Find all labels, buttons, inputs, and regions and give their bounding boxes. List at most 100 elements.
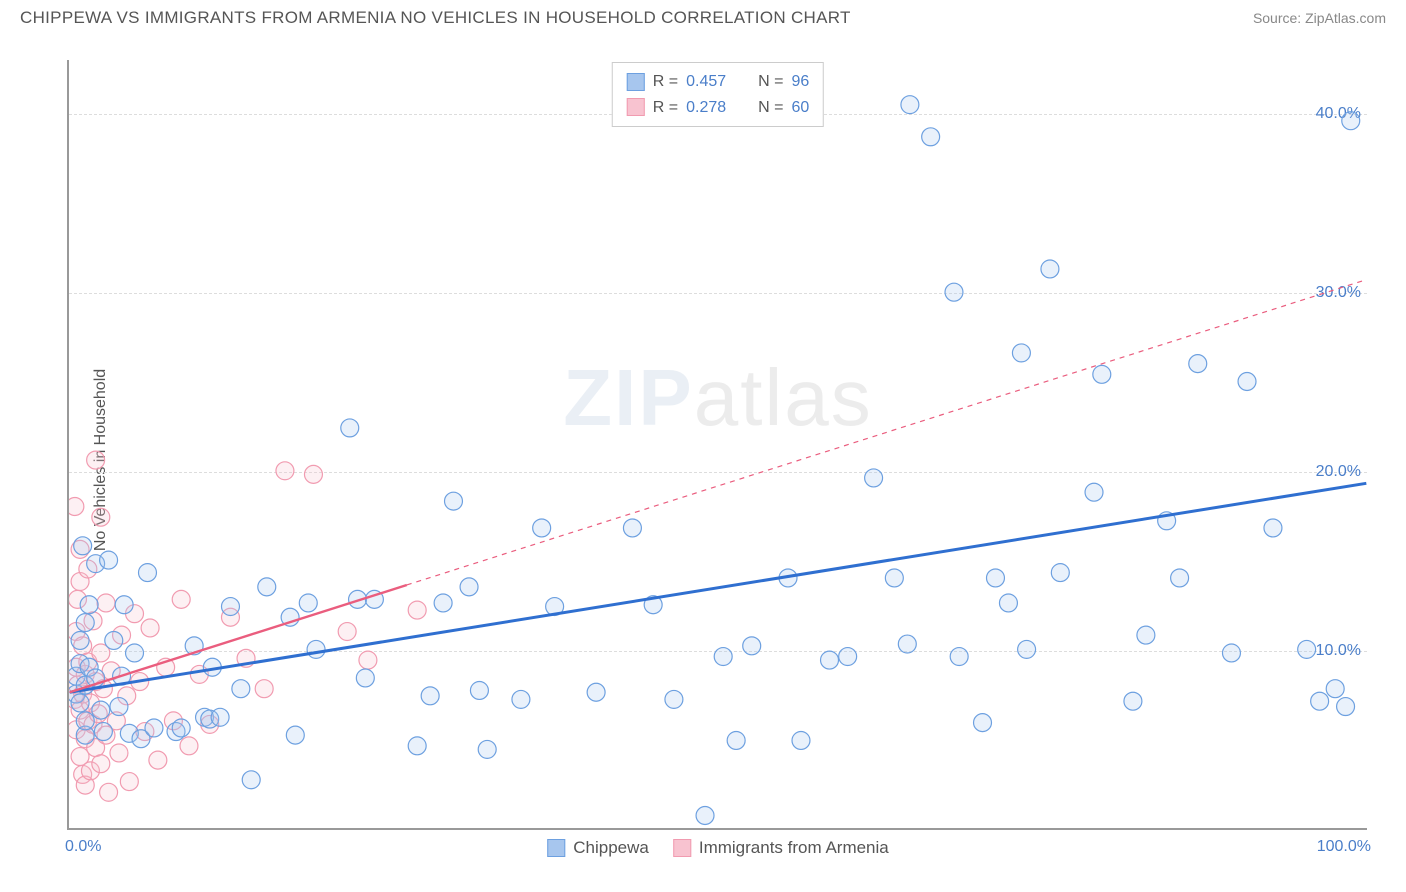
source-attribution: Source: ZipAtlas.com bbox=[1253, 10, 1386, 26]
scatter-point bbox=[237, 649, 255, 667]
scatter-point bbox=[255, 680, 273, 698]
scatter-point bbox=[157, 658, 175, 676]
scatter-point bbox=[1093, 365, 1111, 383]
scatter-point bbox=[1041, 260, 1059, 278]
scatter-point bbox=[286, 726, 304, 744]
legend-stats-row: R = 0.278 N = 60 bbox=[627, 95, 809, 121]
scatter-point bbox=[276, 462, 294, 480]
legend-r-value-0: 0.457 bbox=[686, 69, 738, 95]
legend-swatch-series-0 bbox=[547, 839, 565, 857]
scatter-point bbox=[974, 714, 992, 732]
legend-item-0: Chippewa bbox=[547, 838, 649, 858]
scatter-point bbox=[665, 690, 683, 708]
legend-r-value-1: 0.278 bbox=[686, 95, 738, 121]
scatter-point bbox=[727, 732, 745, 750]
scatter-point bbox=[92, 508, 110, 526]
scatter-point bbox=[945, 283, 963, 301]
legend-n-value-0: 96 bbox=[791, 69, 809, 95]
scatter-point bbox=[149, 751, 167, 769]
scatter-point bbox=[365, 590, 383, 608]
legend-swatch-series-0 bbox=[627, 73, 645, 91]
scatter-point bbox=[139, 564, 157, 582]
legend-swatch-series-1 bbox=[673, 839, 691, 857]
legend-n-value-1: 60 bbox=[791, 95, 809, 121]
scatter-point bbox=[1137, 626, 1155, 644]
scatter-point bbox=[714, 648, 732, 666]
scatter-point bbox=[434, 594, 452, 612]
scatter-point bbox=[92, 755, 110, 773]
scatter-point bbox=[950, 648, 968, 666]
scatter-point bbox=[898, 635, 916, 653]
scatter-point bbox=[92, 701, 110, 719]
legend-n-label: N = bbox=[758, 95, 783, 121]
chart-container: No Vehicles in Household ZIPatlas R = 0.… bbox=[20, 40, 1386, 880]
scatter-point bbox=[922, 128, 940, 146]
scatter-point bbox=[304, 465, 322, 483]
scatter-point bbox=[1337, 698, 1355, 716]
scatter-point bbox=[1311, 692, 1329, 710]
scatter-point bbox=[172, 590, 190, 608]
scatter-point bbox=[1326, 680, 1344, 698]
scatter-point bbox=[1342, 112, 1360, 130]
scatter-point bbox=[232, 680, 250, 698]
scatter-point bbox=[623, 519, 641, 537]
scatter-point bbox=[80, 596, 98, 614]
scatter-point bbox=[145, 719, 163, 737]
scatter-point bbox=[1171, 569, 1189, 587]
scatter-point bbox=[100, 783, 118, 801]
scatter-point bbox=[1018, 640, 1036, 658]
scatter-point bbox=[1264, 519, 1282, 537]
scatter-point bbox=[839, 648, 857, 666]
scatter-point bbox=[97, 594, 115, 612]
scatter-point bbox=[792, 732, 810, 750]
scatter-point bbox=[69, 498, 84, 516]
scatter-point bbox=[185, 637, 203, 655]
scatter-point bbox=[408, 737, 426, 755]
scatter-point bbox=[307, 640, 325, 658]
scatter-point bbox=[999, 594, 1017, 612]
scatter-point bbox=[1124, 692, 1142, 710]
legend-stats-row: R = 0.457 N = 96 bbox=[627, 69, 809, 95]
scatter-point bbox=[901, 96, 919, 114]
scatter-point bbox=[141, 619, 159, 637]
scatter-point bbox=[110, 744, 128, 762]
legend-stats: R = 0.457 N = 96 R = 0.278 N = 60 bbox=[612, 62, 824, 127]
scatter-point bbox=[1012, 344, 1030, 362]
x-tick-100: 100.0% bbox=[1317, 838, 1371, 856]
chart-title: CHIPPEWA VS IMMIGRANTS FROM ARMENIA NO V… bbox=[20, 8, 851, 28]
scatter-point bbox=[1298, 640, 1316, 658]
scatter-point bbox=[242, 771, 260, 789]
scatter-point bbox=[1238, 373, 1256, 391]
scatter-point bbox=[779, 569, 797, 587]
scatter-point bbox=[1222, 644, 1240, 662]
scatter-point bbox=[71, 631, 89, 649]
scatter-point bbox=[71, 694, 89, 712]
scatter-point bbox=[131, 673, 149, 691]
legend-r-label: R = bbox=[653, 69, 678, 95]
scatter-point bbox=[211, 708, 229, 726]
legend-swatch-series-1 bbox=[627, 98, 645, 116]
scatter-point bbox=[421, 687, 439, 705]
scatter-point bbox=[76, 614, 94, 632]
plot-area: ZIPatlas R = 0.457 N = 96 R = 0.278 N = … bbox=[67, 60, 1367, 830]
scatter-point bbox=[105, 631, 123, 649]
scatter-point bbox=[987, 569, 1005, 587]
scatter-svg bbox=[69, 60, 1367, 828]
scatter-point bbox=[460, 578, 478, 596]
scatter-point bbox=[299, 594, 317, 612]
legend-n-label: N = bbox=[758, 69, 783, 95]
scatter-point bbox=[87, 451, 105, 469]
scatter-point bbox=[341, 419, 359, 437]
scatter-point bbox=[221, 598, 239, 616]
scatter-point bbox=[100, 551, 118, 569]
scatter-point bbox=[743, 637, 761, 655]
scatter-point bbox=[349, 590, 367, 608]
scatter-point bbox=[359, 651, 377, 669]
scatter-point bbox=[696, 807, 714, 825]
scatter-point bbox=[87, 669, 105, 687]
scatter-point bbox=[74, 537, 92, 555]
scatter-point bbox=[110, 698, 128, 716]
x-tick-0: 0.0% bbox=[65, 838, 101, 856]
scatter-point bbox=[172, 719, 190, 737]
legend-label-0: Chippewa bbox=[573, 838, 649, 858]
